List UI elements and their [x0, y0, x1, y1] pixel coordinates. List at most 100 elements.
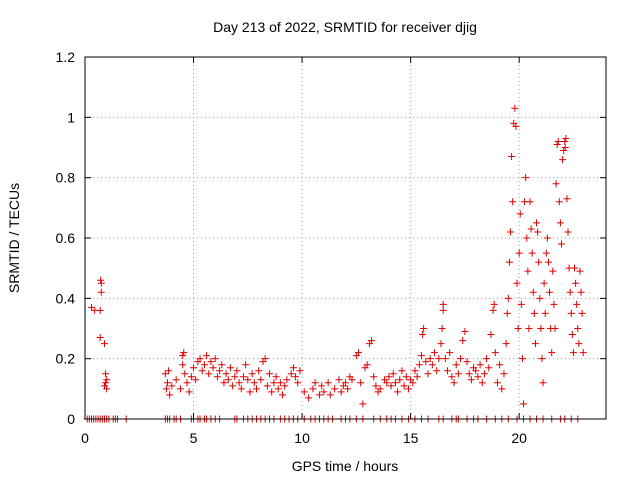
- data-point: [368, 337, 376, 345]
- data-point: [526, 198, 534, 206]
- data-point: [563, 195, 571, 203]
- data-point: [255, 367, 263, 375]
- data-point: [102, 370, 110, 378]
- data-point: [242, 361, 250, 369]
- data-point: [337, 388, 345, 396]
- data-point: [550, 300, 558, 308]
- data-point: [213, 373, 221, 381]
- data-point: [396, 376, 404, 384]
- data-point: [97, 276, 105, 284]
- data-point: [263, 382, 271, 390]
- data-point: [420, 325, 428, 332]
- data-point: [543, 234, 551, 242]
- data-point: [180, 349, 188, 357]
- data-point: [97, 279, 105, 287]
- y-tick-label: 0.6: [56, 230, 76, 246]
- data-point: [516, 210, 524, 218]
- data-point: [183, 379, 191, 387]
- data-point: [400, 382, 408, 390]
- data-point: [533, 219, 541, 227]
- data-point: [96, 306, 104, 314]
- data-point: [522, 174, 530, 182]
- data-point: [444, 367, 452, 375]
- data-point: [161, 370, 169, 378]
- y-tick-label: 0.4: [56, 290, 76, 306]
- data-point: [528, 249, 536, 257]
- data-point: [355, 349, 363, 357]
- data-point: [224, 376, 232, 384]
- data-point: [515, 249, 523, 257]
- data-point: [567, 309, 575, 317]
- data-point: [398, 367, 406, 375]
- data-point: [454, 370, 462, 378]
- data-point: [192, 376, 200, 384]
- data-point: [342, 379, 349, 387]
- data-point: [402, 373, 410, 381]
- data-point: [166, 391, 174, 399]
- data-point: [229, 382, 237, 390]
- x-tick-label: 10: [294, 430, 310, 446]
- data-point: [220, 379, 228, 387]
- data-point: [490, 300, 498, 308]
- data-point: [529, 288, 537, 296]
- data-point: [289, 364, 297, 372]
- data-point: [523, 234, 531, 242]
- data-point: [226, 364, 234, 372]
- data-point: [88, 303, 96, 311]
- data-point: [514, 325, 522, 332]
- data-point: [190, 364, 198, 372]
- data-point: [162, 385, 170, 393]
- data-point: [252, 385, 260, 393]
- data-point: [503, 309, 511, 317]
- data-point: [467, 376, 475, 384]
- data-point: [326, 391, 334, 399]
- data-point: [461, 328, 469, 336]
- data-point: [292, 373, 300, 381]
- data-point: [561, 137, 569, 145]
- data-point: [179, 352, 187, 360]
- data-point: [562, 134, 570, 142]
- data-point: [348, 376, 356, 384]
- data-point: [383, 379, 391, 387]
- data-point: [239, 373, 247, 381]
- data-points: [83, 104, 587, 423]
- data-point: [441, 355, 449, 363]
- data-point: [576, 267, 584, 275]
- data-point: [102, 379, 110, 387]
- data-point: [250, 379, 258, 387]
- data-point: [419, 331, 427, 339]
- data-point: [172, 376, 180, 384]
- data-point: [554, 137, 562, 145]
- data-point: [244, 376, 252, 384]
- data-point: [296, 367, 304, 375]
- data-point: [207, 358, 215, 366]
- data-point: [216, 367, 224, 375]
- data-point: [417, 352, 425, 360]
- data-point: [315, 391, 323, 399]
- data-point: [196, 355, 204, 363]
- data-point: [542, 249, 550, 257]
- data-point: [431, 349, 439, 357]
- data-point: [370, 373, 378, 381]
- data-point: [428, 361, 436, 369]
- data-point: [560, 147, 568, 155]
- data-point: [235, 379, 243, 387]
- data-point: [536, 294, 544, 302]
- data-point: [198, 367, 206, 375]
- x-tick-label: 20: [511, 430, 527, 446]
- x-tick-label: 5: [190, 430, 198, 446]
- data-point: [505, 258, 513, 266]
- data-point: [577, 288, 585, 296]
- data-point: [538, 355, 546, 363]
- data-point: [331, 385, 339, 393]
- data-point: [187, 373, 195, 381]
- data-point: [478, 379, 486, 387]
- data-point: [506, 228, 514, 236]
- data-point: [559, 156, 567, 164]
- y-tick-label: 0.2: [56, 351, 76, 367]
- data-point: [518, 355, 526, 363]
- data-point: [579, 349, 587, 357]
- data-point: [203, 352, 211, 360]
- data-point: [359, 400, 367, 408]
- data-point: [276, 379, 284, 387]
